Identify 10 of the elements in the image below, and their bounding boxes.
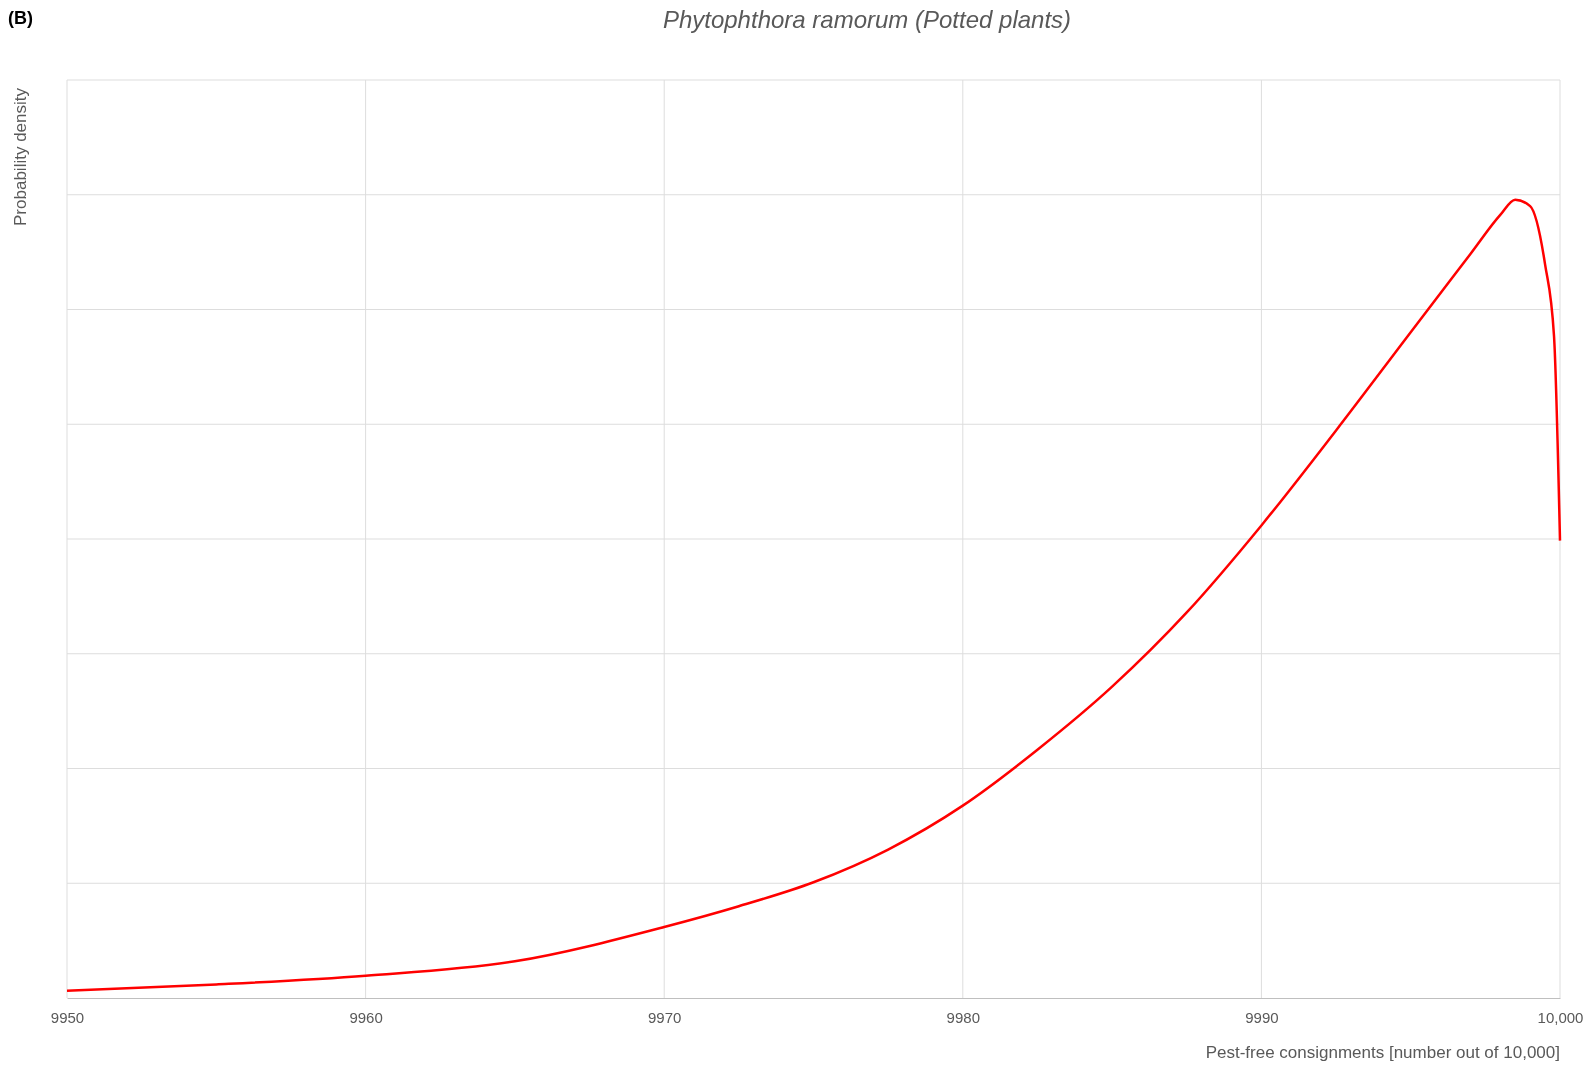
x-tick-label: 9960	[349, 1008, 383, 1026]
x-tick-label: 9980	[946, 1008, 980, 1026]
chart-title: Phytophthora ramorum (Potted plants)	[662, 6, 1072, 33]
x-tick-label: 10,000	[1537, 1008, 1584, 1026]
text: (B)	[8, 8, 33, 28]
y-axis-title: Probability density	[11, 87, 30, 226]
x-tick-label: 9990	[1245, 1008, 1279, 1026]
x-tick-label: 9970	[648, 1008, 682, 1026]
x-axis-title: Pest-free consignments [number out of 10,000]	[1205, 1043, 1560, 1062]
x-tick-label: 9950	[50, 1008, 85, 1026]
